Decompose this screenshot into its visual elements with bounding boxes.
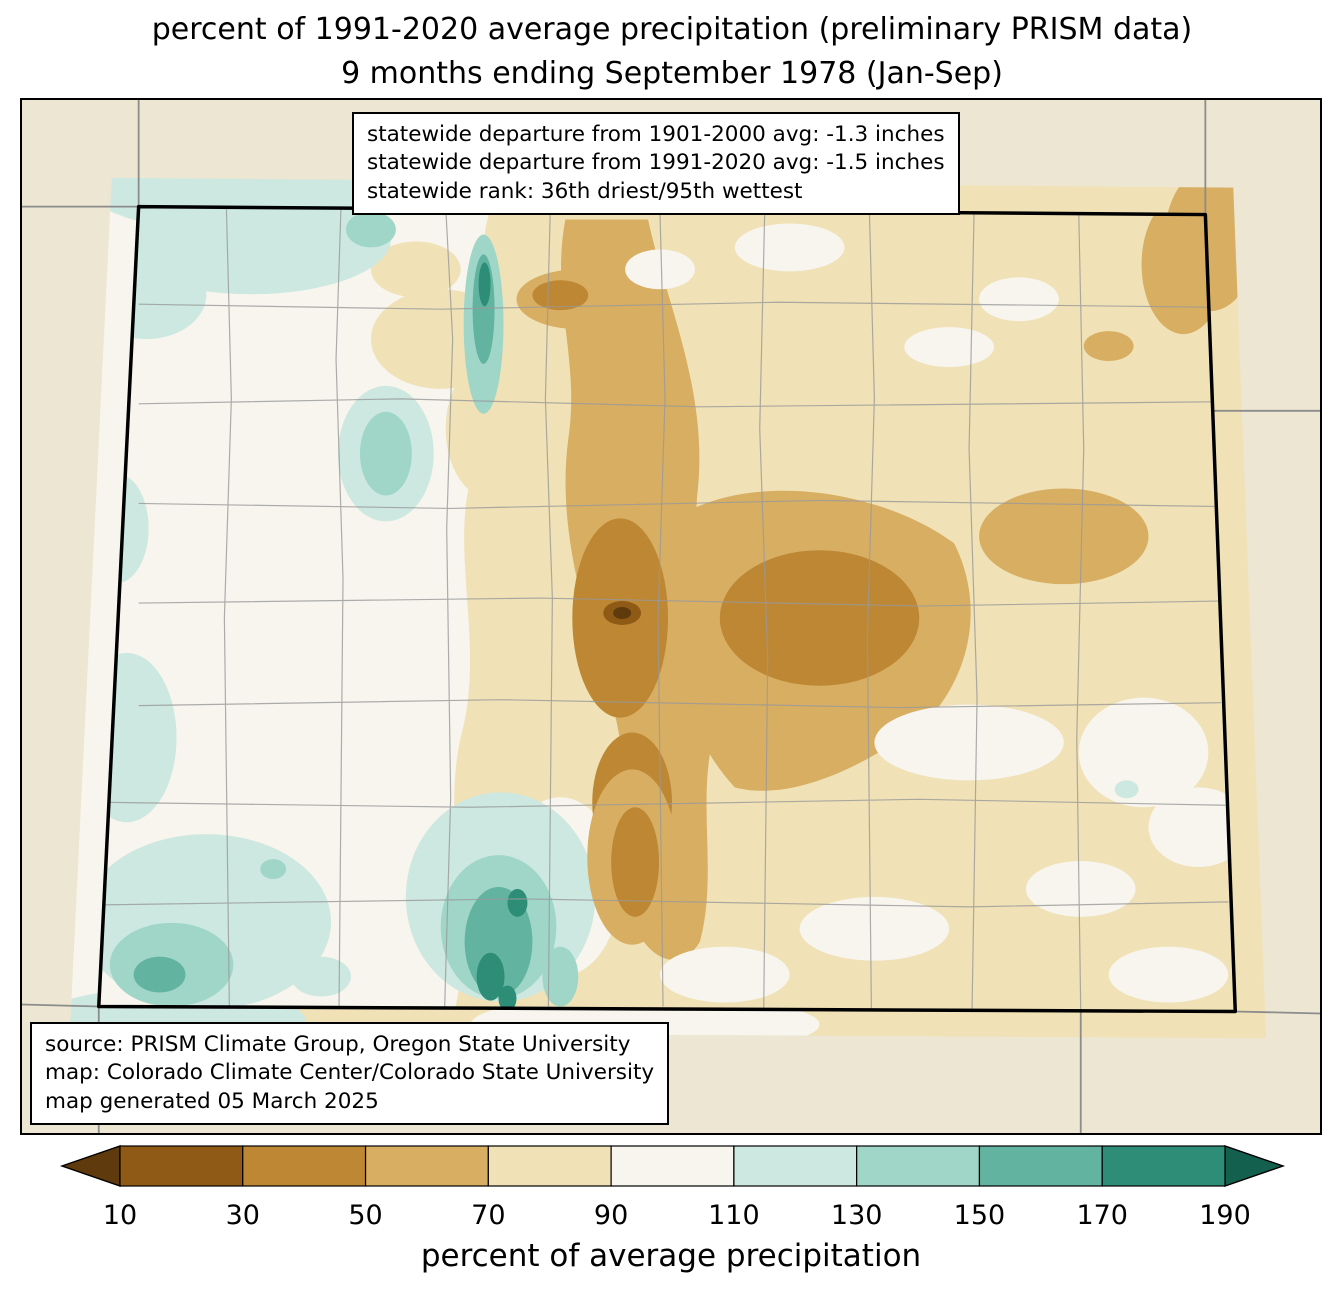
source-line-3: map generated 05 March 2025 bbox=[45, 1088, 379, 1114]
source-box: source: PRISM Climate Group, Oregon Stat… bbox=[30, 1021, 670, 1125]
title-line1: percent of 1991-2020 average precipitati… bbox=[151, 12, 1193, 47]
title-line2: 9 months ending September 1978 (Jan-Sep) bbox=[341, 55, 1003, 91]
stats-line-3: statewide rank: 36th driest/95th wettest bbox=[367, 178, 803, 204]
colorbar-label: percent of average precipitation bbox=[420, 1238, 922, 1274]
colorbar-tick-label: 70 bbox=[471, 1200, 505, 1231]
source-line-2: map: Colorado Climate Center/Colorado St… bbox=[45, 1060, 655, 1086]
colorbar-tick-label: 130 bbox=[831, 1200, 883, 1231]
colorbar-tick-label: 170 bbox=[1076, 1200, 1128, 1231]
county-lines bbox=[101, 206, 1229, 1011]
colorbar: 10 30 50 70 90 110 130 150 170 190 percent of ave… bbox=[20, 1140, 1322, 1274]
colorbar-tick-label: 10 bbox=[103, 1200, 137, 1231]
colorbar-tick-label: 50 bbox=[348, 1200, 382, 1231]
colorbar-tick-label: 30 bbox=[226, 1200, 260, 1231]
colorbar-tick-label: 110 bbox=[708, 1200, 760, 1231]
colorbar-segment bbox=[978, 1145, 1103, 1187]
colorbar-segment bbox=[733, 1145, 858, 1187]
colorbar-segment bbox=[364, 1145, 489, 1187]
colorbar-left-arrow bbox=[59, 1145, 121, 1187]
map-title: percent of 1991-2020 average precipitati… bbox=[0, 8, 1344, 95]
colorbar-scale: 10 30 50 70 90 110 130 150 170 190 bbox=[59, 1145, 1286, 1231]
colorbar-segment bbox=[856, 1145, 981, 1187]
colorbar-segment bbox=[487, 1145, 612, 1187]
colorbar-segment bbox=[119, 1145, 244, 1187]
stats-box: statewide departure from 1901-2000 avg: … bbox=[352, 112, 960, 216]
colorbar-right-arrow bbox=[1224, 1145, 1286, 1187]
colorado-precipitation-map bbox=[22, 100, 1320, 1133]
stats-line-1: statewide departure from 1901-2000 avg: … bbox=[367, 122, 945, 147]
colorbar-tick-label: 90 bbox=[594, 1200, 628, 1231]
colorbar-segment bbox=[610, 1145, 735, 1187]
source-line-1: source: PRISM Climate Group, Oregon Stat… bbox=[45, 1031, 631, 1057]
colorbar-segment bbox=[242, 1145, 367, 1187]
map-frame: statewide departure from 1901-2000 avg: … bbox=[20, 98, 1322, 1135]
colorbar-tick-label: 190 bbox=[1199, 1200, 1251, 1231]
stats-line-2: statewide departure from 1991-2020 avg: … bbox=[367, 150, 945, 176]
colorbar-tick-label: 150 bbox=[954, 1200, 1006, 1231]
colorbar-segment bbox=[1101, 1145, 1226, 1187]
